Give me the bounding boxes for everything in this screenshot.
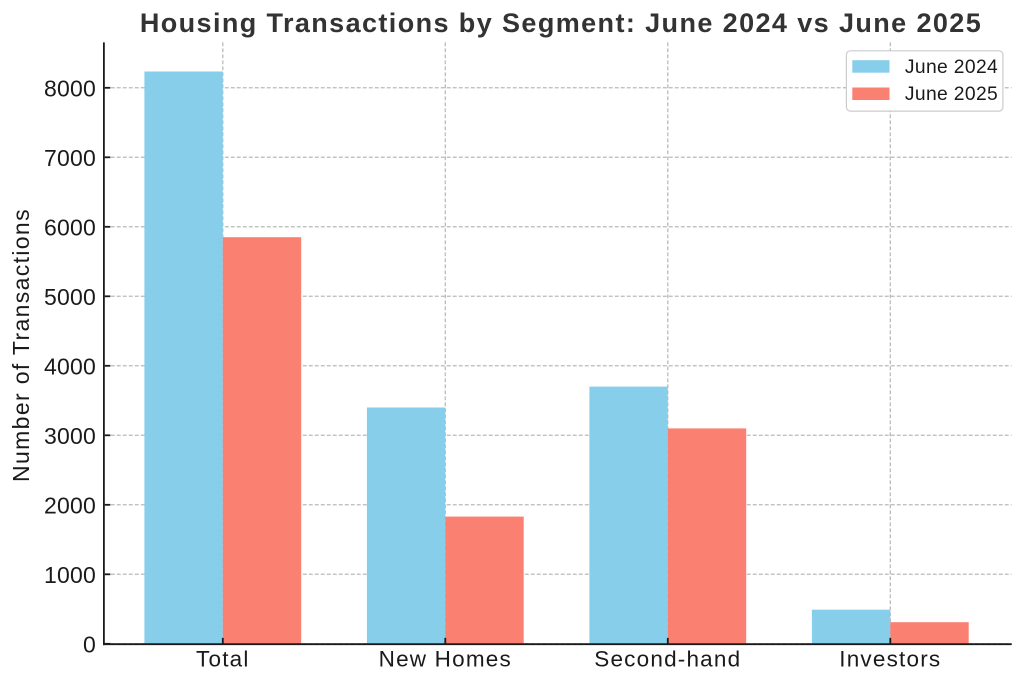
svg-text:7000: 7000 <box>44 145 96 171</box>
svg-text:0: 0 <box>83 631 96 657</box>
svg-text:New Homes: New Homes <box>379 646 512 671</box>
svg-text:Investors: Investors <box>839 646 941 671</box>
svg-text:5000: 5000 <box>44 284 96 310</box>
svg-text:June 2024: June 2024 <box>905 57 998 78</box>
svg-text:4000: 4000 <box>44 353 96 379</box>
svg-text:6000: 6000 <box>44 214 96 240</box>
svg-text:Number of Transactions: Number of Transactions <box>8 208 34 482</box>
svg-text:3000: 3000 <box>44 423 96 449</box>
svg-text:June 2025: June 2025 <box>905 84 998 105</box>
svg-text:1000: 1000 <box>44 562 96 588</box>
svg-text:8000: 8000 <box>44 75 96 101</box>
svg-text:Housing Transactions by Segmen: Housing Transactions by Segment: June 20… <box>140 8 982 38</box>
svg-text:2000: 2000 <box>44 492 96 518</box>
svg-text:Total: Total <box>196 646 250 671</box>
svg-text:Second-hand: Second-hand <box>594 646 741 671</box>
